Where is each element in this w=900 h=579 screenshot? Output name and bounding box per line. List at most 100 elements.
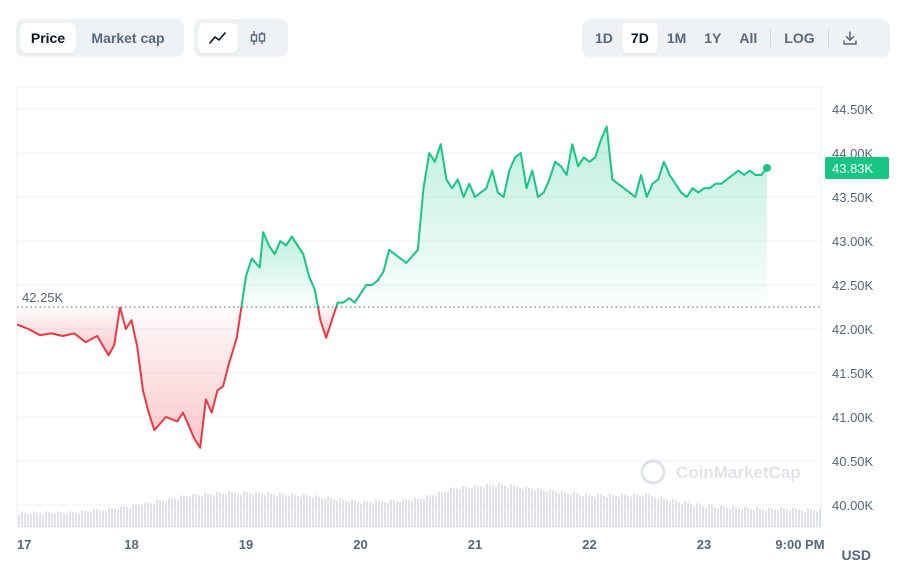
volume-bar bbox=[213, 495, 215, 527]
volume-bar bbox=[690, 504, 692, 527]
volume-bar bbox=[654, 497, 656, 527]
volume-bar bbox=[573, 492, 575, 527]
range-all[interactable]: All bbox=[739, 30, 758, 46]
volume-bar bbox=[771, 508, 773, 527]
volume-bar bbox=[564, 492, 566, 527]
volume-bar bbox=[579, 494, 581, 527]
price-area bbox=[17, 126, 767, 448]
volume-bar bbox=[72, 512, 74, 527]
volume-bar bbox=[33, 511, 35, 527]
volume-bar bbox=[588, 494, 590, 527]
x-tick-label: 23 bbox=[697, 537, 711, 552]
range-1d[interactable]: 1D bbox=[595, 30, 613, 46]
tab-price[interactable]: Price bbox=[20, 23, 76, 53]
volume-bar bbox=[243, 491, 245, 527]
volume-bar bbox=[621, 493, 623, 527]
volume-bar bbox=[750, 509, 752, 527]
line-chart-button[interactable] bbox=[198, 23, 238, 53]
volume-bar bbox=[627, 495, 629, 527]
volume-bar bbox=[27, 513, 29, 527]
volume-bar bbox=[285, 495, 287, 527]
volume-bar bbox=[501, 484, 503, 527]
volume-bar bbox=[129, 508, 131, 527]
volume-bar bbox=[150, 503, 152, 527]
volume-bar bbox=[471, 488, 473, 527]
divider bbox=[770, 29, 772, 47]
price-area-down bbox=[120, 307, 242, 448]
volume-bar bbox=[555, 492, 557, 527]
volume-bar bbox=[165, 501, 167, 527]
volume-bar bbox=[480, 486, 482, 527]
volume-bar bbox=[294, 494, 296, 527]
volume-bar bbox=[81, 510, 83, 527]
volume-bar bbox=[816, 511, 818, 527]
volume-bar bbox=[270, 493, 272, 527]
price-line-up bbox=[240, 231, 319, 308]
divider bbox=[827, 29, 829, 47]
volume-bar bbox=[363, 500, 365, 527]
volume-bar bbox=[777, 510, 779, 527]
chart-toolbar: Price Market cap 1D 7D 1M 1Y All LOG bbox=[0, 0, 900, 76]
volume-bar bbox=[531, 489, 533, 527]
volume-bar bbox=[162, 500, 164, 527]
volume-bar bbox=[201, 496, 203, 527]
y-tick-label: 43.50K bbox=[832, 190, 874, 205]
volume-bar bbox=[513, 485, 515, 527]
volume-bar bbox=[498, 483, 500, 527]
volume-bar bbox=[342, 499, 344, 527]
price-area-up bbox=[336, 126, 767, 307]
price-area-down bbox=[318, 307, 337, 338]
price-chart[interactable]: 42.25K CoinMarketCap 44.50K 44.00K 43.50K 4… bbox=[0, 76, 900, 579]
volume-bar bbox=[327, 496, 329, 527]
volume-bar bbox=[306, 495, 308, 527]
volume-bar bbox=[576, 493, 578, 527]
volume-bar bbox=[207, 493, 209, 527]
volume-bar bbox=[468, 487, 470, 527]
volume-bar bbox=[759, 508, 761, 527]
volume-bar bbox=[525, 486, 527, 527]
volume-bar bbox=[225, 494, 227, 527]
volume-bar bbox=[366, 501, 368, 527]
volume-bar bbox=[729, 509, 731, 527]
range-7d[interactable]: 7D bbox=[621, 23, 658, 53]
volume-bar bbox=[60, 512, 62, 527]
price-chart-svg: 42.25K CoinMarketCap 44.50K44.00K43.50K4… bbox=[16, 86, 889, 563]
price-area-down bbox=[17, 307, 120, 356]
tab-market-cap[interactable]: Market cap bbox=[91, 30, 165, 46]
volume-bar bbox=[672, 498, 674, 527]
volume-bar bbox=[666, 500, 668, 527]
volume-bar bbox=[360, 503, 362, 527]
download-button[interactable] bbox=[833, 23, 867, 53]
volume-bar bbox=[414, 497, 416, 527]
volume-bar bbox=[741, 509, 743, 527]
y-tick-label: 42.50K bbox=[832, 278, 874, 293]
volume-bar bbox=[177, 499, 179, 527]
volume-bar bbox=[492, 485, 494, 527]
volume-bar bbox=[120, 506, 122, 527]
range-1m[interactable]: 1M bbox=[666, 30, 687, 46]
volume-bar bbox=[465, 486, 467, 527]
volume-bar bbox=[369, 502, 371, 527]
volume-bar bbox=[714, 507, 716, 527]
range-1y[interactable]: 1Y bbox=[704, 30, 722, 46]
volume-bar bbox=[450, 487, 452, 527]
volume-bar bbox=[405, 499, 407, 527]
candlestick-button[interactable] bbox=[238, 23, 278, 53]
volume-bar bbox=[330, 498, 332, 527]
volume-bar bbox=[183, 495, 185, 527]
volume-bar bbox=[210, 494, 212, 527]
log-scale-button[interactable]: LOG bbox=[784, 30, 815, 46]
volume-bar bbox=[381, 501, 383, 527]
volume-bar bbox=[378, 500, 380, 527]
volume-bar bbox=[387, 502, 389, 527]
volume-bar bbox=[507, 487, 509, 527]
volume-bar bbox=[657, 499, 659, 527]
volume-bar bbox=[696, 503, 698, 527]
volume-bar bbox=[765, 510, 767, 527]
volume-bar bbox=[144, 502, 146, 527]
volume-bar bbox=[138, 505, 140, 527]
volume-bar bbox=[174, 498, 176, 527]
volume-bar bbox=[126, 507, 128, 527]
volume-bar bbox=[30, 514, 32, 527]
volume-bar bbox=[282, 493, 284, 527]
